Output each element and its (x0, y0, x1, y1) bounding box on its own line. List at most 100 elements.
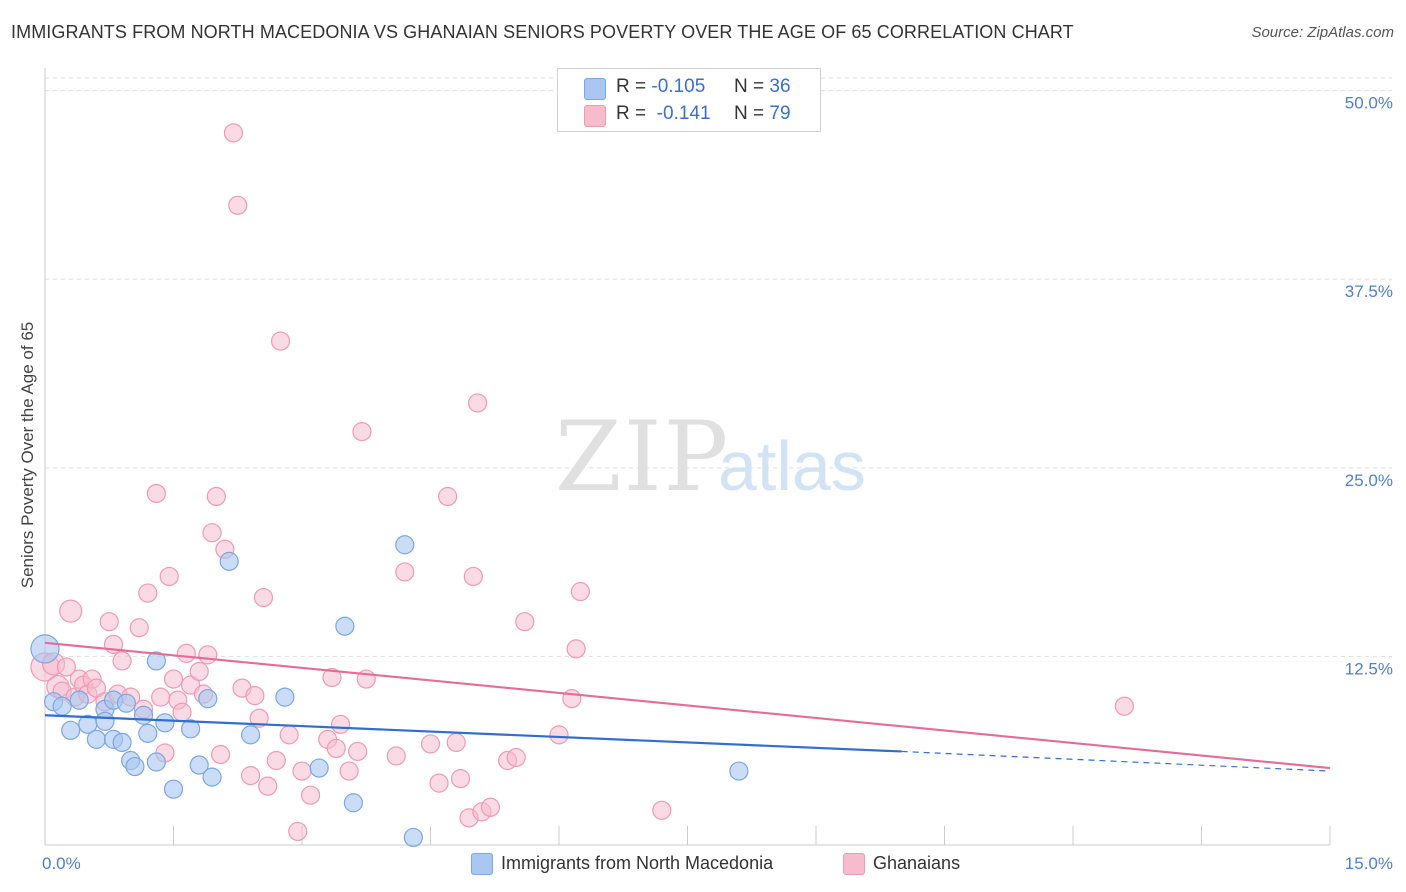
ghanaians-point-43 (253, 587, 274, 608)
ghanaians-point-79 (1114, 696, 1135, 716)
x-tick-label-1: 15.0% (1345, 854, 1393, 873)
bottom-legend-swatch-blue (471, 853, 493, 875)
north-macedonia-point-19 (155, 713, 175, 733)
ghanaians-point-44 (258, 776, 278, 796)
ghanaians-point-73 (515, 612, 535, 632)
north-macedonia-point-3 (61, 720, 81, 740)
ghanaians-point-13 (99, 612, 119, 632)
north-macedonia-point-20 (163, 779, 184, 799)
ghanaians-point-18 (129, 618, 149, 638)
ghanaians-point-77 (570, 581, 591, 602)
y-tick-label-0: 12.5% (1345, 659, 1393, 678)
x-tick-labels: 0.0% 15.0% (42, 854, 1393, 873)
source-label: Source: ZipAtlas.com (1251, 24, 1394, 41)
north-macedonia-point-16 (138, 723, 158, 743)
north-macedonia-point-8 (95, 711, 115, 731)
ghanaians-point-42 (249, 708, 269, 728)
ghanaians-point-76 (566, 639, 586, 659)
ghanaians-point-5 (59, 599, 83, 623)
watermark-atlas: atlas (718, 427, 866, 505)
watermark-zip: ZIP (555, 401, 730, 513)
ghanaians-point-21 (146, 483, 166, 504)
bottom-legend-swatch-pink (843, 853, 865, 875)
legend-swatch-blue (584, 78, 606, 100)
ghanaians-point-38 (228, 195, 248, 215)
ghanaians-point-52 (322, 667, 342, 688)
ghanaians-point-78 (652, 800, 672, 820)
ghanaians-point-16 (112, 651, 132, 671)
north-macedonia-point-4 (69, 690, 89, 710)
north-macedonia-point-11 (112, 732, 132, 753)
north-macedonia-point-15 (133, 705, 154, 725)
y-tick-label-3: 50.0% (1345, 94, 1393, 113)
ghanaians-point-57 (352, 422, 372, 442)
grid-lines (45, 77, 1392, 657)
ghanaians-point-35 (211, 744, 231, 765)
ghanaians-point-48 (288, 821, 308, 842)
ghanaians-point-59 (386, 746, 406, 766)
correlation-legend: R = -0.105 N = 36 R = -0.141 N = 79 (557, 68, 821, 132)
ghanaians-point-68 (468, 393, 488, 413)
ghanaians-point-11 (86, 678, 107, 698)
north-macedonia-point-29 (335, 616, 355, 636)
ghanaians-point-67 (463, 566, 483, 587)
north-macedonia-point-26 (241, 725, 261, 745)
ghanaians-point-74 (549, 725, 569, 745)
ghanaians-point-46 (270, 331, 291, 351)
north-macedonia-point-0 (30, 634, 60, 664)
watermark: ZIP atlas (555, 401, 866, 513)
ghanaians-point-50 (300, 785, 321, 805)
ghanaians-point-47 (279, 725, 299, 745)
ghanaians-point-4 (56, 657, 77, 677)
ghanaians-point-49 (292, 761, 312, 781)
ghanaians-point-28 (176, 643, 196, 663)
ghanaians-point-20 (138, 583, 158, 603)
ghanaians-point-63 (438, 486, 458, 507)
north-macedonia-point-17 (146, 752, 166, 772)
ghanaians-point-53 (326, 738, 346, 759)
north-macedonia-point-32 (403, 827, 423, 848)
north-macedonia-point-27 (275, 687, 295, 707)
ghanaians-point-72 (506, 747, 526, 768)
north-macedonia-point-28 (309, 758, 329, 778)
ghanaians-point-41 (245, 686, 265, 706)
ghanaians-point-61 (420, 734, 441, 754)
north-macedonia-point-24 (202, 767, 222, 787)
ghanaians-point-27 (172, 702, 192, 722)
ghanaians-point-62 (429, 773, 449, 793)
north-macedonia-point-22 (189, 755, 209, 775)
north-macedonia-points (30, 535, 749, 848)
y-tick-label-2: 37.5% (1345, 282, 1393, 301)
ghanaians-point-65 (450, 769, 471, 789)
ghanaians-point-60 (395, 562, 415, 582)
north-macedonia-trend-extension (901, 750, 1331, 772)
ghanaians-point-33 (202, 523, 222, 543)
north-macedonia-point-21 (181, 719, 201, 739)
ghanaians-point-34 (206, 486, 226, 507)
north-macedonia-point-30 (343, 793, 363, 813)
y-axis-label: Seniors Poverty Over the Age of 65 (18, 321, 37, 589)
ghanaians-points (30, 123, 1135, 842)
ghanaians-point-32 (198, 645, 218, 665)
trend-lines (44, 641, 1331, 772)
legend-swatch-pink (584, 105, 606, 127)
north-macedonia-point-33 (729, 761, 749, 781)
ghanaians-point-24 (159, 566, 179, 587)
legend-n: N = 36 (734, 76, 791, 97)
ghanaians-point-70 (480, 797, 501, 817)
ghanaians-point-54 (330, 714, 351, 734)
legend-n: N = 79 (734, 103, 791, 124)
bottom-legend-label: Immigrants from North Macedonia (501, 853, 774, 873)
ghanaians-point-75 (562, 689, 582, 709)
ghanaians-point-25 (163, 669, 184, 689)
ghanaians-point-56 (348, 741, 368, 762)
ghanaians-point-30 (189, 661, 209, 682)
north-macedonia-point-2 (52, 696, 72, 716)
north-macedonia-point-18 (146, 651, 166, 671)
north-macedonia-point-23 (198, 689, 218, 709)
legend-r: R = -0.105 (616, 76, 706, 97)
legend-r: R = -0.141 (616, 103, 711, 124)
north-macedonia-point-25 (219, 551, 239, 571)
bottom-legend-label: Ghanaians (873, 853, 961, 873)
